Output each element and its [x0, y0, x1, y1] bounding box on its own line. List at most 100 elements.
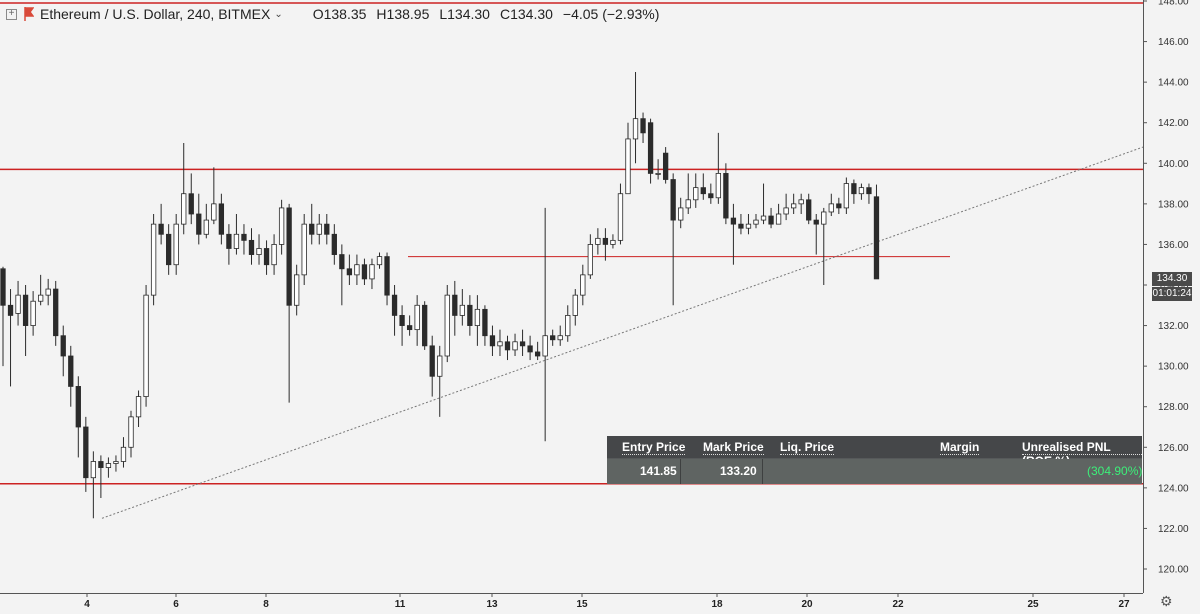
candle — [301, 214, 307, 285]
candle-body-up — [38, 294, 44, 302]
col-entry-price[interactable]: Entry Price — [622, 440, 686, 455]
candle — [166, 224, 172, 275]
candle-body-up — [580, 274, 586, 296]
col-margin[interactable]: Margin — [940, 440, 980, 455]
candle-body-down — [640, 118, 646, 134]
time-tick-label: 27 — [1118, 599, 1130, 610]
candle-body-up — [565, 315, 571, 337]
candle-body-down — [60, 335, 66, 357]
price-tick-label: 128.00 — [1158, 402, 1189, 413]
col-mark-price[interactable]: Mark Price — [703, 440, 764, 455]
col-unrealised-pnl[interactable]: Unrealised PNL (ROE %) — [1022, 440, 1142, 468]
candle — [113, 455, 119, 472]
candle-body-down — [346, 268, 353, 276]
candle-body-down — [534, 351, 541, 357]
candle-body-down — [519, 341, 526, 347]
candle — [806, 193, 812, 225]
candle-body-down — [384, 256, 390, 296]
candle-body-down — [670, 179, 676, 221]
candle-body-up — [625, 138, 631, 195]
candle — [60, 325, 66, 377]
candle-body-up — [685, 199, 691, 209]
candle-body-up — [542, 335, 548, 357]
time-tick-label: 15 — [576, 599, 588, 610]
candle — [459, 289, 465, 326]
candle-body-down — [662, 152, 669, 180]
time-tick-label: 18 — [711, 599, 723, 610]
candle-body-down — [0, 268, 6, 306]
candle — [53, 280, 59, 346]
candle — [38, 274, 44, 306]
candle — [489, 325, 496, 356]
price-tick-label: 134.00 — [1158, 281, 1189, 292]
candle-body-up — [858, 187, 865, 195]
candle-body-up — [150, 223, 157, 296]
candle — [595, 228, 601, 255]
candle — [542, 207, 548, 442]
candle-body-up — [113, 461, 119, 464]
candle — [617, 183, 624, 245]
candle — [708, 183, 714, 204]
candle — [188, 173, 194, 225]
candle — [324, 214, 330, 245]
last-price-label: 134.30 — [1152, 271, 1192, 286]
price-tick-label: 138.00 — [1158, 199, 1189, 210]
candle — [105, 457, 112, 478]
candle-body-up — [414, 304, 420, 331]
candle — [83, 416, 89, 492]
candle-body-down — [391, 294, 398, 316]
candle-body-up — [572, 294, 578, 316]
flag-icon[interactable] — [24, 7, 34, 21]
candle — [422, 301, 428, 350]
candle-body-down — [452, 294, 458, 316]
candle — [7, 289, 14, 387]
gear-icon[interactable]: ⚙ — [1160, 593, 1173, 609]
candle-body-up — [497, 341, 503, 347]
candle — [128, 410, 134, 458]
candle — [715, 132, 721, 204]
candle — [361, 258, 368, 285]
candle — [873, 184, 880, 280]
candle — [836, 197, 842, 214]
candle-body-down — [738, 223, 744, 229]
expand-icon[interactable]: + — [6, 8, 17, 20]
candle — [738, 214, 744, 235]
candle — [519, 329, 526, 356]
candle — [406, 315, 413, 336]
candle-body-up — [678, 207, 684, 221]
candle — [429, 335, 435, 397]
candle — [647, 118, 654, 184]
candle-body-up — [632, 118, 639, 140]
candle-body-up — [369, 264, 375, 280]
candle — [68, 345, 74, 407]
price-tick-label: 136.00 — [1158, 240, 1189, 251]
time-tick-label: 25 — [1027, 599, 1039, 610]
candle — [700, 173, 706, 200]
candle-body-up — [753, 219, 759, 225]
candle — [527, 335, 533, 361]
candle-body-up — [775, 213, 782, 225]
candle — [414, 295, 420, 346]
candle-body-down — [866, 187, 872, 195]
col-liq-price[interactable]: Liq. Price — [780, 440, 835, 455]
candle-body-down — [248, 239, 255, 255]
candle-body-up — [15, 294, 21, 314]
symbol-title[interactable]: Ethereum / U.S. Dollar, 240, BITMEX — [40, 6, 271, 22]
candle-body-down — [7, 304, 14, 316]
candle — [173, 214, 179, 275]
mark-price-value: 133.20 — [720, 464, 757, 478]
price-tick-label: 130.00 — [1158, 362, 1189, 373]
candle — [625, 122, 631, 195]
candle — [662, 147, 669, 184]
candle — [181, 143, 187, 235]
chevron-down-icon[interactable]: ⌄ — [274, 8, 283, 20]
candle — [745, 214, 752, 235]
candle-body-down — [504, 341, 511, 351]
candlestick-series — [0, 72, 880, 519]
candle-body-up — [760, 215, 767, 221]
candle-body-up — [587, 244, 593, 276]
candle-body-down — [708, 193, 714, 199]
candle — [843, 177, 850, 214]
chart-legend: + Ethereum / U.S. Dollar, 240, BITMEX ⌄ … — [6, 4, 669, 24]
